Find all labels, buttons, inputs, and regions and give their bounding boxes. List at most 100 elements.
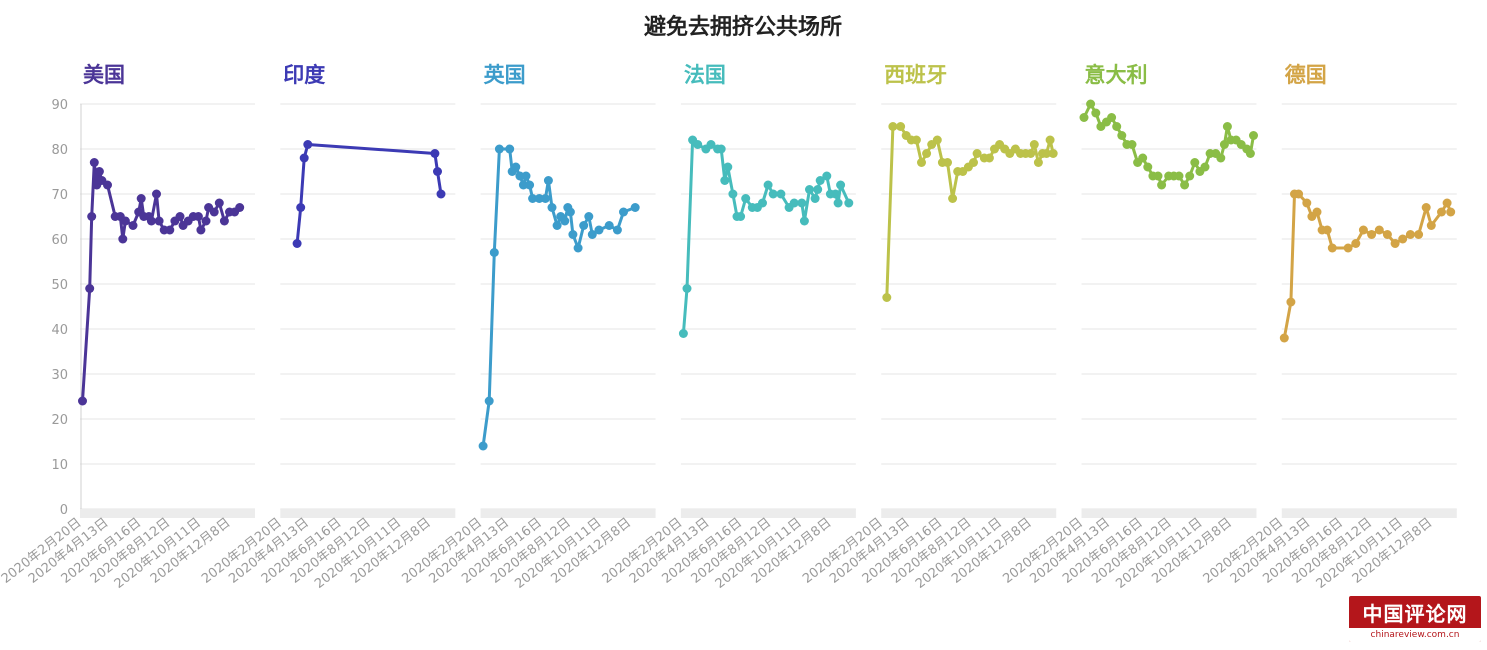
data-point (547, 203, 557, 212)
data-point (720, 176, 730, 185)
data-point (1190, 158, 1200, 167)
x-axis-band (480, 509, 656, 518)
data-point (587, 230, 597, 239)
y-tick-label: 70 (51, 188, 68, 203)
y-tick-label: 60 (51, 233, 68, 248)
data-point (844, 198, 854, 208)
data-point (1143, 162, 1153, 172)
data-point (815, 176, 825, 185)
series-line (885, 125, 1055, 299)
data-point (565, 207, 575, 217)
data-point (296, 203, 306, 212)
data-point (678, 329, 688, 338)
data-point (797, 198, 807, 208)
data-point (1216, 153, 1226, 163)
data-point (201, 216, 211, 226)
series-name: 意大利 (1085, 63, 1148, 87)
data-point (560, 216, 570, 226)
x-axis-band (881, 509, 1057, 518)
data-point (1127, 140, 1137, 149)
data-point (521, 171, 531, 181)
data-point (103, 180, 112, 190)
data-point (1421, 203, 1431, 212)
data-point (1374, 225, 1384, 235)
x-axis-band (80, 509, 255, 518)
data-point (1358, 225, 1368, 235)
data-point (528, 194, 538, 203)
data-point (1048, 149, 1058, 158)
data-point (969, 158, 978, 167)
series-name: 美国 (83, 63, 125, 87)
data-point (758, 198, 767, 208)
data-point (831, 189, 840, 199)
series-name: 英国 (484, 63, 526, 87)
series-line (681, 138, 851, 335)
data-point (813, 185, 823, 194)
data-point (87, 212, 97, 221)
data-point (1390, 239, 1400, 248)
data-point (972, 149, 982, 158)
data-point (1091, 108, 1101, 118)
data-point (1426, 221, 1436, 230)
data-point (118, 234, 128, 244)
data-point (1153, 171, 1163, 181)
data-point (1302, 198, 1312, 208)
data-point (436, 189, 446, 199)
data-point (152, 189, 161, 199)
data-point (1312, 207, 1322, 217)
data-point (1117, 131, 1127, 140)
data-point (1437, 207, 1446, 217)
data-point (1222, 122, 1232, 131)
watermark-url: chinareview.com.cn (1349, 628, 1481, 642)
data-point (1286, 297, 1296, 307)
y-tick-label: 30 (51, 368, 68, 383)
data-point (292, 239, 302, 248)
series-line (81, 161, 242, 403)
data-point (1322, 225, 1332, 235)
data-point (911, 135, 921, 145)
data-point (932, 135, 942, 145)
data-point (1382, 230, 1392, 239)
data-point (433, 167, 442, 176)
data-point (888, 122, 898, 131)
data-point (836, 180, 846, 190)
data-point (943, 158, 952, 167)
data-point (1405, 230, 1415, 239)
data-point (1157, 180, 1167, 190)
data-point (1042, 149, 1051, 158)
data-point (776, 189, 786, 199)
data-point (833, 198, 843, 208)
data-point (584, 212, 594, 221)
data-point (948, 194, 958, 203)
data-point (430, 149, 440, 158)
data-point (94, 167, 104, 176)
data-point (799, 216, 809, 226)
y-tick-label: 80 (51, 143, 68, 158)
data-point (85, 284, 95, 293)
data-point (1112, 122, 1122, 131)
data-point (568, 230, 578, 239)
data-point (299, 153, 309, 163)
data-point (136, 194, 146, 203)
series-name: 法国 (684, 63, 726, 87)
data-point (175, 212, 185, 221)
data-point (1414, 230, 1424, 239)
data-point (810, 194, 820, 203)
y-tick-label: 40 (51, 323, 68, 338)
panel: 0102030405060708090美国2020年2月20日2020年4月13… (0, 63, 255, 592)
data-point (1107, 113, 1117, 122)
data-point (1245, 149, 1255, 158)
x-axis-band (1281, 509, 1457, 518)
data-point (805, 185, 814, 194)
y-tick-label: 90 (51, 98, 68, 113)
data-point (1200, 162, 1210, 172)
y-tick-label: 50 (51, 278, 68, 293)
data-point (1351, 239, 1361, 248)
data-point (1185, 171, 1195, 181)
data-point (619, 207, 628, 217)
data-point (917, 158, 926, 167)
data-point (604, 221, 614, 230)
series-name: 西班牙 (884, 63, 947, 87)
panel: 德国2020年2月20日2020年4月13日2020年6月16日2020年8月1… (1201, 63, 1457, 592)
y-tick-label: 20 (51, 413, 68, 428)
